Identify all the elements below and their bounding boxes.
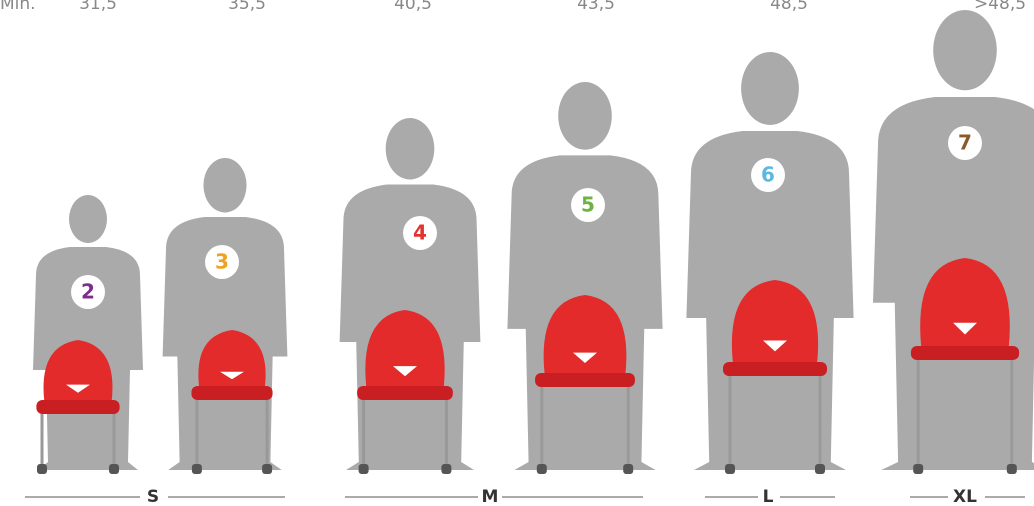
size-label: L: [763, 487, 774, 506]
chair-wheel: [192, 464, 202, 474]
chair-seat: [191, 386, 272, 400]
chair-wheel: [1007, 464, 1017, 474]
silhouette-head: [558, 82, 612, 150]
min-value: 43,5: [577, 0, 615, 14]
chair-seat: [535, 373, 635, 387]
silhouette-head: [933, 10, 997, 90]
min-label: Min.: [0, 0, 36, 14]
chair-wheel: [359, 464, 369, 474]
chair-wheel: [623, 464, 633, 474]
chair-wheel: [913, 464, 923, 474]
chair-wheel: [725, 464, 735, 474]
size-number: 3: [215, 250, 229, 274]
chair-wheel: [537, 464, 547, 474]
min-value: 48,5: [770, 0, 808, 14]
min-value: 40,5: [394, 0, 432, 14]
size-label: M: [482, 487, 499, 506]
chair-seat: [357, 386, 453, 400]
chair-seat: [723, 362, 827, 376]
chair-wheel: [37, 464, 47, 474]
silhouette-head: [69, 195, 107, 243]
size-number: 2: [81, 280, 95, 304]
size-label: XL: [953, 487, 977, 506]
size-number: 4: [413, 221, 427, 245]
silhouette-head: [203, 158, 246, 212]
chair-wheel: [109, 464, 119, 474]
size-number: 6: [761, 163, 775, 187]
chair-wheel: [441, 464, 451, 474]
chair-seat: [911, 346, 1019, 360]
silhouette-head: [741, 52, 799, 125]
chair-wheel: [815, 464, 825, 474]
size-label: S: [147, 487, 159, 506]
min-value: >48,5: [974, 0, 1026, 14]
min-value: 35,5: [228, 0, 266, 14]
silhouette-head: [386, 118, 435, 179]
chair-seat: [36, 400, 119, 414]
size-number: 5: [581, 193, 595, 217]
min-value: 31,5: [79, 0, 117, 14]
chair-wheel: [262, 464, 272, 474]
size-number: 7: [958, 131, 972, 155]
size-chart: Min. 31,5 2 35,5 3 40,5 4 43,5 5 48,5 6 >48,5 7 S M L X…: [0, 0, 1034, 506]
